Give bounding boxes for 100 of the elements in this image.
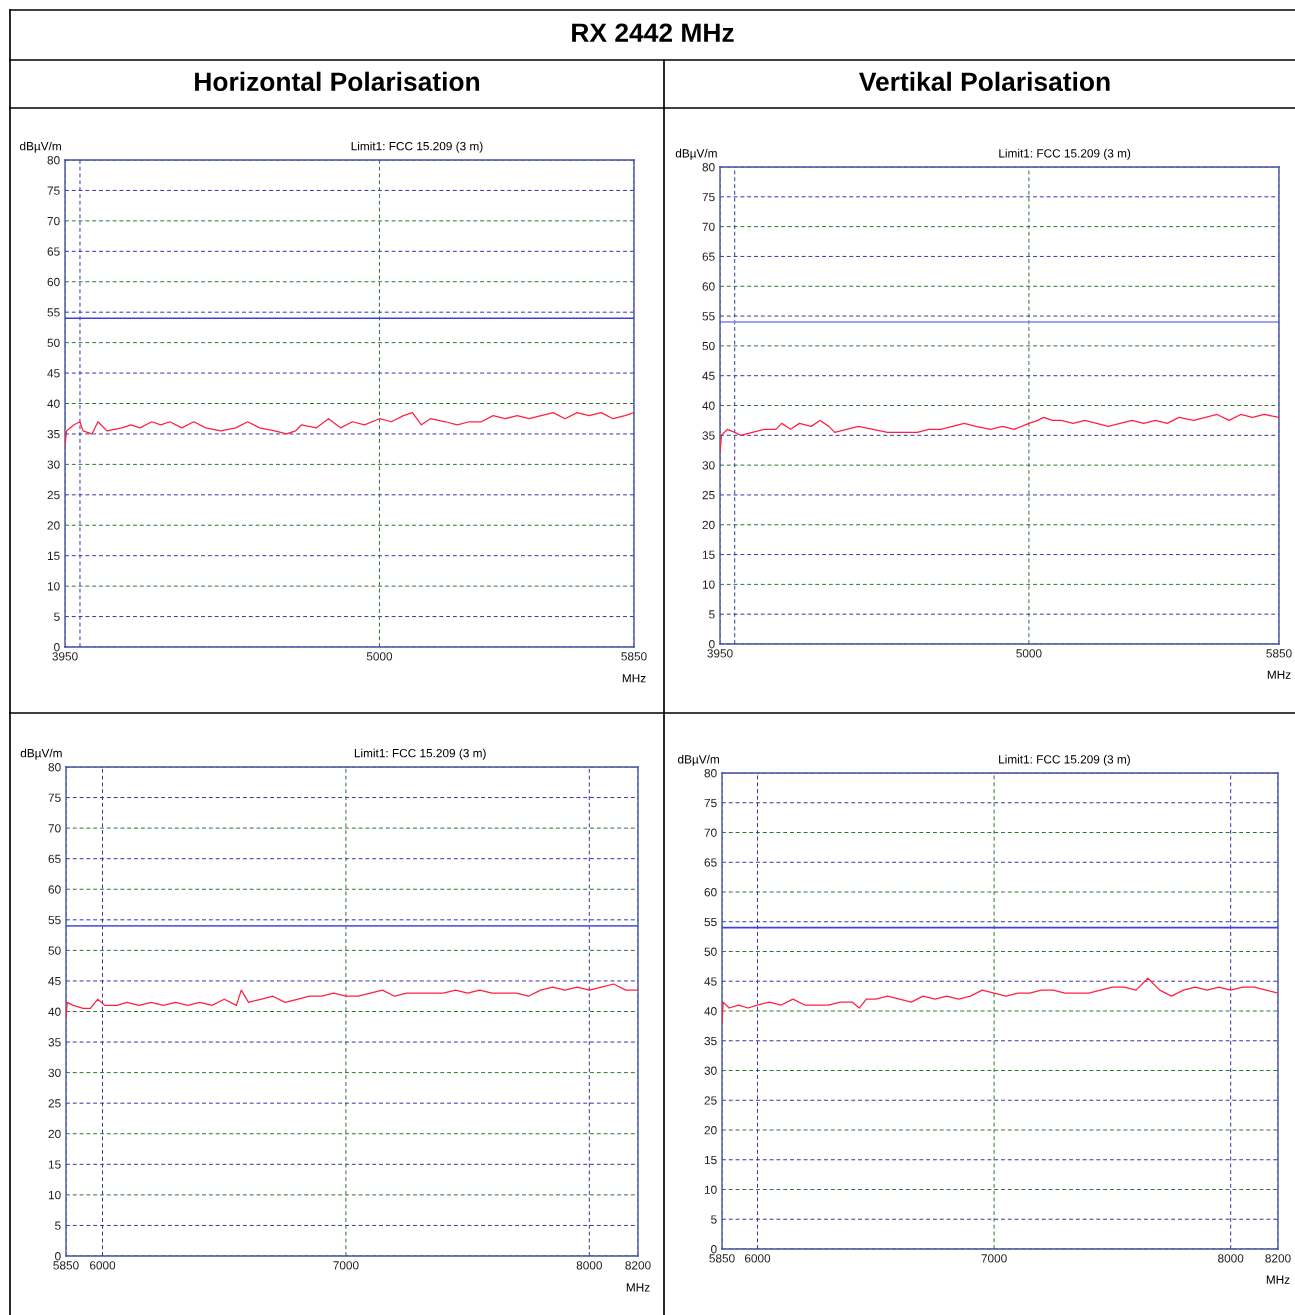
x-tick-label: 7000 xyxy=(333,1261,359,1270)
x-tick-label: 8200 xyxy=(1265,1254,1291,1263)
x-tick-label: 5850 xyxy=(1266,649,1292,658)
x-axis-title: MHz xyxy=(1267,670,1291,679)
y-tick-label: 60 xyxy=(704,888,717,897)
line-series xyxy=(720,413,1279,454)
y-axis-title: dBµV/m xyxy=(20,748,62,760)
y-tick-label: 80 xyxy=(47,156,60,165)
y-tick-label: 15 xyxy=(48,1160,61,1169)
x-axis-title: MHz xyxy=(622,674,646,683)
y-tick-label: 40 xyxy=(702,401,715,410)
y-tick-label: 55 xyxy=(702,312,715,321)
text: Limit1: FCC 15.209 (3 m) xyxy=(351,141,483,153)
y-tick-label: 35 xyxy=(704,1036,717,1046)
y-tick-label: 25 xyxy=(47,490,60,500)
y-tick-label: 60 xyxy=(48,885,61,894)
y-tick-label: 65 xyxy=(48,854,61,864)
chart-subtitle: Vertikal Polarisation xyxy=(859,71,1110,92)
y-tick-label: 0 xyxy=(709,640,715,649)
y-tick-label: 20 xyxy=(702,520,715,530)
y-tick-label: 20 xyxy=(47,521,60,530)
y-tick-label: 35 xyxy=(47,429,60,439)
x-tick-label: 5850 xyxy=(53,1261,79,1270)
x-tick-label: 3950 xyxy=(52,652,78,661)
y-tick-label: 50 xyxy=(704,947,717,956)
x-tick-label: 5850 xyxy=(621,652,647,661)
text: Limit1: FCC 15.209 (3 m) xyxy=(999,148,1131,160)
y-tick-label: 80 xyxy=(48,763,61,772)
y-tick-label: 60 xyxy=(47,277,60,287)
y-tick-label: 30 xyxy=(47,460,60,469)
y-tick-label: 45 xyxy=(702,371,715,381)
text: Limit1: FCC 15.209 (3 m) xyxy=(999,754,1130,766)
y-tick-label: 75 xyxy=(47,186,60,195)
y-tick-label: 25 xyxy=(702,490,715,500)
y-tick-label: 45 xyxy=(704,977,717,986)
y-tick-label: 0 xyxy=(55,1252,61,1261)
y-tick-label: 55 xyxy=(47,308,60,317)
x-tick-label: 8000 xyxy=(1218,1254,1244,1263)
y-tick-label: 45 xyxy=(48,977,61,986)
x-tick-label: 5850 xyxy=(709,1254,735,1263)
y-tick-label: 0 xyxy=(711,1245,717,1254)
y-tick-label: 70 xyxy=(704,828,717,837)
x-tick-label: 5000 xyxy=(366,652,393,661)
y-tick-label: 65 xyxy=(702,252,715,261)
y-tick-label: 30 xyxy=(702,461,715,470)
x-tick-label: 7000 xyxy=(981,1254,1007,1263)
y-tick-label: 20 xyxy=(704,1126,717,1135)
y-tick-label: 50 xyxy=(48,946,61,955)
y-tick-label: 70 xyxy=(702,222,715,232)
chart-subtitle: Horizontal Polarisation xyxy=(195,71,480,92)
y-tick-label: 65 xyxy=(704,858,717,867)
y-tick-label: 15 xyxy=(702,550,715,559)
y-tick-label: 40 xyxy=(48,1007,61,1016)
x-tick-label: 6000 xyxy=(744,1254,771,1263)
y-tick-label: 40 xyxy=(704,1007,717,1016)
x-axis-title: MHz xyxy=(626,1283,650,1292)
y-tick-label: 80 xyxy=(702,163,715,172)
y-axis-title: dBµV/m xyxy=(675,148,717,160)
x-tick-label: 6000 xyxy=(89,1261,116,1270)
y-tick-label: 65 xyxy=(47,247,60,256)
y-tick-label: 30 xyxy=(704,1066,717,1075)
y-tick-label: 0 xyxy=(54,643,60,652)
y-tick-label: 75 xyxy=(48,793,61,802)
y-tick-label: 40 xyxy=(47,399,60,408)
y-tick-label: 80 xyxy=(704,769,717,778)
x-tick-label: 8000 xyxy=(576,1261,602,1270)
x-tick-label: 8200 xyxy=(625,1261,651,1270)
y-tick-label: 50 xyxy=(702,341,715,351)
y-axis-title: dBµV/m xyxy=(678,754,719,766)
y-tick-label: 10 xyxy=(702,580,715,589)
y-tick-label: 20 xyxy=(48,1129,61,1139)
y-tick-label: 35 xyxy=(48,1038,61,1047)
line-series xyxy=(65,412,634,447)
y-tick-label: 10 xyxy=(704,1185,717,1194)
text: Limit1: FCC 15.209 (3 m) xyxy=(354,748,486,760)
y-tick-label: 35 xyxy=(702,431,715,440)
y-tick-label: 10 xyxy=(48,1190,61,1200)
y-tick-label: 70 xyxy=(47,216,60,226)
y-tick-label: 5 xyxy=(711,1215,717,1224)
y-tick-label: 55 xyxy=(48,915,61,925)
y-tick-label: 60 xyxy=(702,282,715,291)
y-tick-label: 75 xyxy=(702,192,715,202)
y-tick-label: 50 xyxy=(47,338,60,348)
x-axis-title: MHz xyxy=(1266,1275,1290,1284)
y-tick-label: 15 xyxy=(704,1155,717,1165)
y-tick-label: 5 xyxy=(55,1221,61,1230)
line-series xyxy=(722,977,1278,1024)
y-tick-label: 5 xyxy=(709,610,715,619)
y-tick-label: 15 xyxy=(47,551,60,561)
y-tick-label: 25 xyxy=(704,1096,717,1105)
y-tick-label: 10 xyxy=(47,582,60,591)
y-tick-label: 75 xyxy=(704,798,717,808)
y-tick-label: 70 xyxy=(48,824,61,833)
y-tick-label: 45 xyxy=(47,369,60,378)
line-series xyxy=(66,983,638,1019)
y-tick-label: 25 xyxy=(48,1099,61,1108)
y-axis-title: dBµV/m xyxy=(19,141,61,153)
y-tick-label: 55 xyxy=(704,917,717,927)
x-tick-label: 3950 xyxy=(707,649,733,658)
x-tick-label: 5000 xyxy=(1016,649,1042,658)
